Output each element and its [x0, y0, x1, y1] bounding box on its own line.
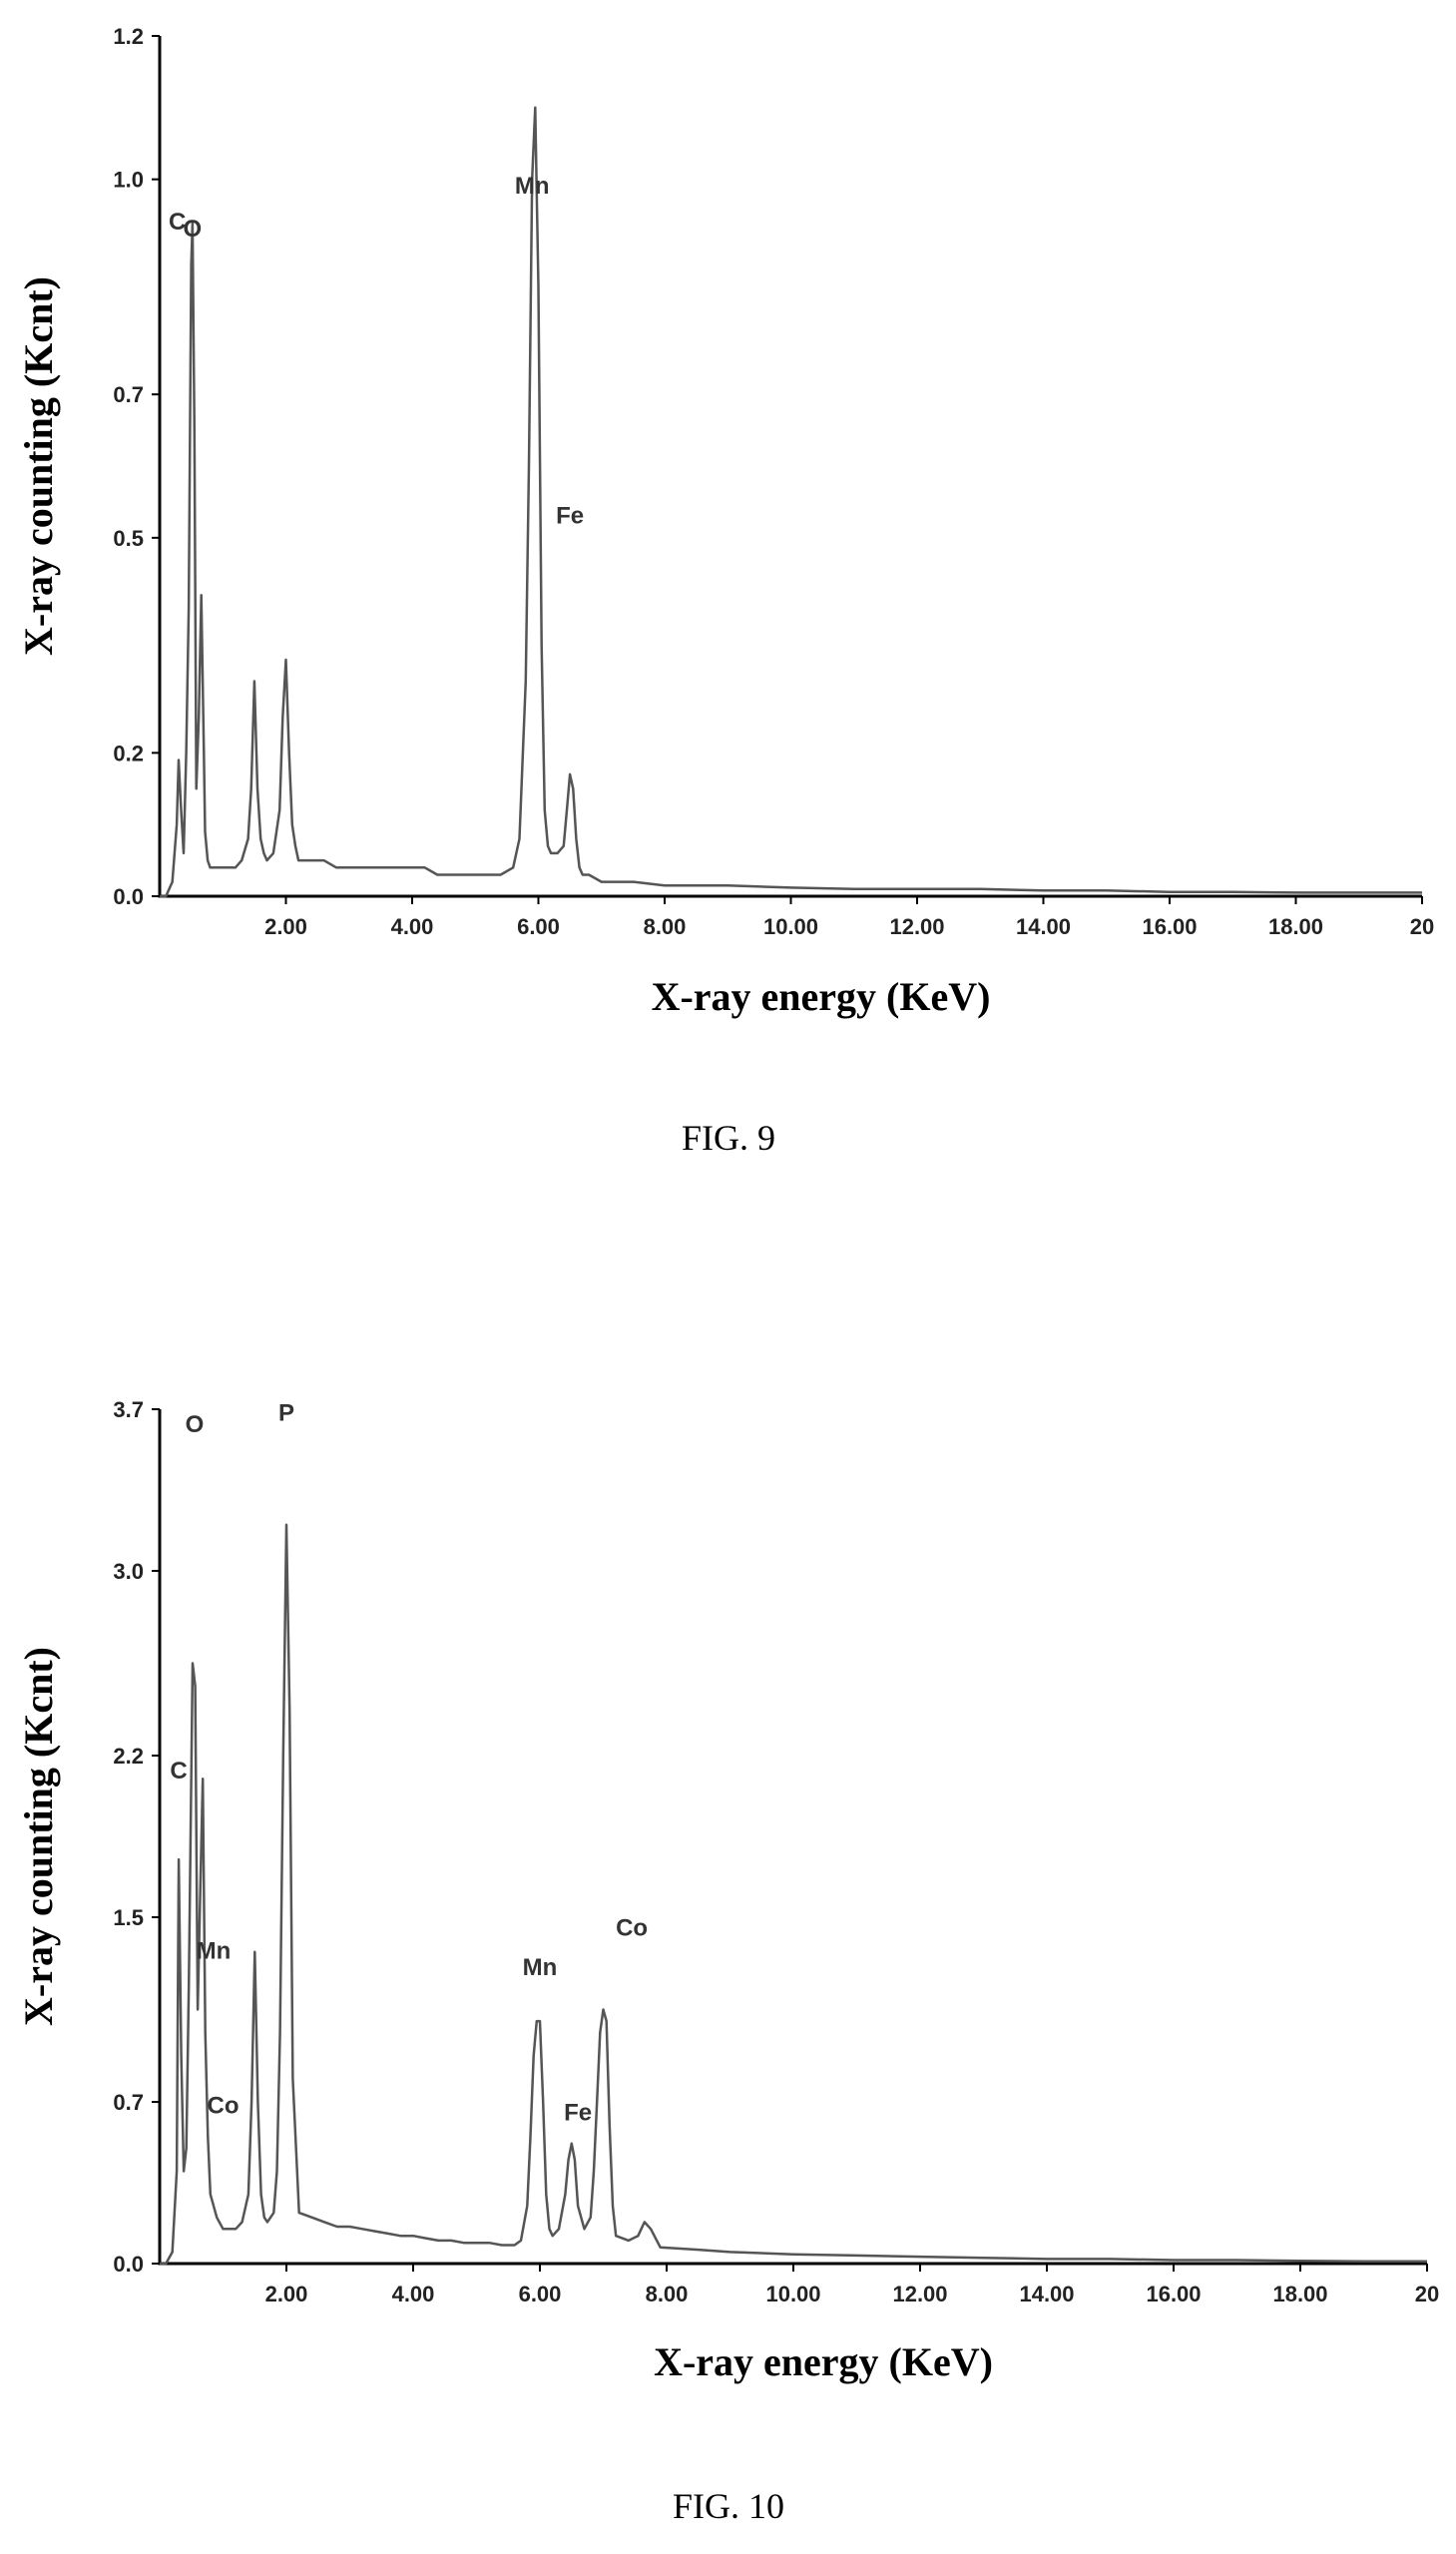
- fig10-y-axis-title: X-ray counting (Kcnt): [16, 1647, 61, 2026]
- fig10-x-tick-label: 12.00: [892, 2282, 947, 2306]
- fig9-x-tick-label: 4.00: [391, 914, 434, 939]
- fig10-x-tick-label: 18.00: [1272, 2282, 1327, 2306]
- fig10-x-tick-label: 8.00: [646, 2282, 689, 2306]
- fig10-axes: [158, 1409, 1427, 2266]
- fig9-x-tick-label: 10.00: [763, 914, 818, 939]
- fig9-y-tick-label: 0.0: [113, 884, 144, 909]
- fig10-y-tick-label: 2.2: [113, 1744, 144, 1769]
- fig9-y-axis-title: X-ray counting (Kcnt): [16, 276, 61, 656]
- fig10-y-tick-label: 1.5: [113, 1905, 144, 1930]
- fig10-spectrum-line: [160, 1523, 1427, 2266]
- fig9-peak-label: O: [184, 216, 203, 243]
- fig9-axes: [158, 36, 1422, 898]
- fig10-x-tick-label: 16.00: [1146, 2282, 1201, 2306]
- fig9-y-tick-label: 0.5: [113, 526, 144, 551]
- fig10-peak-label: Co: [616, 1914, 648, 1941]
- fig10-peak-label: O: [186, 1411, 205, 1438]
- fig9-x-axis-title: X-ray energy (KeV): [652, 974, 991, 1019]
- fig10-x-tick-label: 6.00: [519, 2282, 562, 2306]
- fig10-x-tick-label: 4.00: [392, 2282, 435, 2306]
- fig9-y-tick-label: 1.0: [113, 168, 144, 193]
- fig10-peak-label: Fe: [564, 2100, 592, 2127]
- fig10-x-tick-label: 20: [1415, 2282, 1439, 2306]
- fig10-x-tick-label: 10.00: [765, 2282, 820, 2306]
- fig9-caption: FIG. 9: [682, 1118, 775, 1158]
- fig10-peak-label: Co: [208, 2093, 240, 2120]
- fig10-x-tick-label: 14.00: [1019, 2282, 1074, 2306]
- fig9-y-tick-label: 0.2: [113, 741, 144, 766]
- fig9-x-tick-label: 2.00: [264, 914, 307, 939]
- fig10-y-tick-label: 3.7: [113, 1397, 144, 1422]
- fig9-chart: 0.0 0.2 0.5 0.7 1.0 1.2 2.00 4.00 6.00 8.00 10.00 1…: [16, 24, 1434, 1158]
- fig9-spectrum-line: [160, 106, 1422, 898]
- fig10-y-tick-label: 0.0: [113, 2252, 144, 2277]
- fig10-peak-label: P: [278, 1400, 294, 1427]
- fig10-y-tick-label: 3.0: [113, 1559, 144, 1584]
- fig10-x-axis-title: X-ray energy (KeV): [654, 2339, 993, 2384]
- fig9-peak-label: C: [169, 209, 186, 236]
- fig9-peak-label: Mn: [515, 173, 550, 200]
- fig9-x-tick-label: 6.00: [517, 914, 560, 939]
- fig10-caption: FIG. 10: [673, 2486, 784, 2526]
- fig9-x-tick-label: 20: [1410, 914, 1434, 939]
- fig9-y-tick-label: 1.2: [113, 24, 144, 49]
- fig10-peak-label: C: [170, 1758, 187, 1785]
- fig9-x-tick-label: 8.00: [644, 914, 687, 939]
- fig10-peak-label: Mn: [197, 1938, 232, 1965]
- fig10-y-tick-label: 0.7: [113, 2090, 144, 2115]
- fig10-x-tick-label: 2.00: [265, 2282, 308, 2306]
- fig9-y-tick-label: 0.7: [113, 382, 144, 407]
- fig9-peak-label: Fe: [556, 502, 584, 529]
- fig9-x-tick-label: 14.00: [1016, 914, 1071, 939]
- fig9-x-tick-label: 18.00: [1268, 914, 1323, 939]
- fig10-peak-label: Mn: [523, 1954, 558, 1981]
- fig9-x-tick-label: 12.00: [889, 914, 944, 939]
- fig10-chart: 0.0 0.7 1.5 2.2 3.0 3.7 2.00 4.00 6.00 8.00 10.00 1…: [16, 1397, 1439, 2526]
- fig9-x-tick-label: 16.00: [1142, 914, 1197, 939]
